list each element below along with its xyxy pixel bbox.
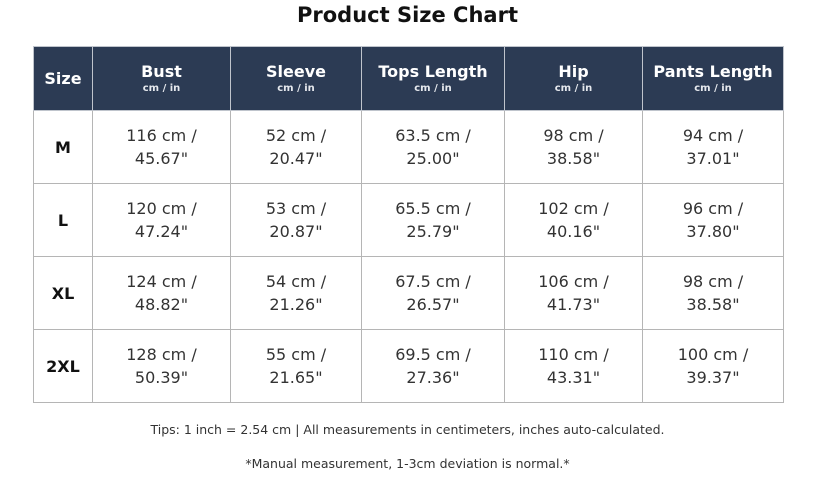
header-cell: Size (33, 46, 93, 111)
measure-cell: 94 cm / 37.01" (642, 110, 784, 184)
cm-value: 96 cm / (682, 199, 744, 218)
cm-value: 94 cm / (682, 126, 744, 145)
size-cell: M (33, 110, 93, 184)
table-body: M 116 cm / 45.67" 52 cm / 20.47" 63.5 cm / 25.… (33, 110, 784, 403)
inch-value: 39.37" (686, 368, 740, 387)
measure-cell: 120 cm / 47.24" (92, 183, 231, 257)
column-unit: cm / in (142, 82, 181, 94)
inch-value: 47.24" (134, 222, 189, 241)
cm-value: 124 cm / (126, 272, 197, 291)
column-unit: cm / in (554, 82, 593, 94)
note: *Manual measurement, 1-3cm deviation is … (245, 456, 570, 471)
measure-cell: 106 cm / 41.73" (504, 256, 643, 330)
cm-value: 98 cm / (543, 126, 604, 145)
header-cell: Hip cm / in (504, 46, 643, 111)
header-cell: Tops Length cm / in (361, 46, 505, 111)
measure-cell: 65.5 cm / 25.79" (361, 183, 505, 257)
size-cell: 2XL (33, 329, 93, 403)
measure-cell: 52 cm / 20.47" (230, 110, 362, 184)
inch-value: 27.36" (406, 368, 460, 387)
column-name: Size (44, 68, 82, 88)
inch-value: 48.82" (134, 295, 189, 314)
inch-value: 20.47" (269, 149, 323, 168)
title: Product Size Chart (297, 3, 518, 27)
column-name: Tops Length (378, 61, 488, 81)
size-cell: L (33, 183, 93, 257)
size-cell: XL (33, 256, 93, 330)
cm-value: 98 cm / (682, 272, 744, 291)
measure-cell: 98 cm / 38.58" (504, 110, 643, 184)
cm-value: 65.5 cm / (395, 199, 471, 218)
measure-cell: 116 cm / 45.67" (92, 110, 231, 184)
inch-value: 21.65" (269, 368, 323, 387)
inch-value: 41.73" (546, 295, 601, 314)
column-unit: cm / in (694, 82, 732, 94)
cm-value: 69.5 cm / (395, 345, 471, 364)
measure-cell: 63.5 cm / 25.00" (361, 110, 505, 184)
measure-cell: 128 cm / 50.39" (92, 329, 231, 403)
cm-value: 63.5 cm / (395, 126, 471, 145)
inch-value: 37.80" (686, 222, 740, 241)
measure-cell: 96 cm / 37.80" (642, 183, 784, 257)
cm-value: 120 cm / (126, 199, 197, 218)
measure-cell: 100 cm / 39.37" (642, 329, 784, 403)
inch-value: 43.31" (546, 368, 601, 387)
cm-value: 52 cm / (265, 126, 327, 145)
inch-value: 50.39" (134, 368, 189, 387)
table-row: M 116 cm / 45.67" 52 cm / 20.47" 63.5 cm / 25.… (33, 110, 784, 184)
cm-value: 100 cm / (677, 345, 749, 364)
column-unit: cm / in (277, 82, 315, 94)
column-name: Sleeve (266, 61, 326, 81)
header-cell: Pants Length cm / in (642, 46, 784, 111)
inch-value: 38.58" (546, 149, 601, 168)
header-row: Size Bust cm / in Sleeve cm / in Tops Length c… (33, 46, 784, 111)
cm-value: 110 cm / (538, 345, 609, 364)
measure-cell: 67.5 cm / 26.57" (361, 256, 505, 330)
cm-value: 128 cm / (126, 345, 197, 364)
inch-value: 40.16" (546, 222, 601, 241)
measure-cell: 102 cm / 40.16" (504, 183, 643, 257)
cm-value: 55 cm / (265, 345, 327, 364)
table-header: Size Bust cm / in Sleeve cm / in Tops Length c… (33, 46, 784, 111)
inch-value: 25.00" (406, 149, 460, 168)
inch-value: 38.58" (686, 295, 740, 314)
cm-value: 54 cm / (265, 272, 327, 291)
cm-value: 106 cm / (538, 272, 609, 291)
inch-value: 45.67" (134, 149, 189, 168)
cm-value: 102 cm / (538, 199, 609, 218)
inch-value: 37.01" (686, 149, 740, 168)
tips: Tips: 1 inch = 2.54 cm | All measurement… (150, 422, 665, 437)
header-cell: Sleeve cm / in (230, 46, 362, 111)
inch-value: 21.26" (269, 295, 323, 314)
size-table: Size Bust cm / in Sleeve cm / in Tops Length c… (33, 46, 784, 403)
inch-value: 20.87" (269, 222, 323, 241)
measure-cell: 55 cm / 21.65" (230, 329, 362, 403)
cm-value: 116 cm / (126, 126, 197, 145)
column-unit: cm / in (414, 82, 452, 94)
table-row: L 120 cm / 47.24" 53 cm / 20.87" 65.5 cm / 25.… (33, 183, 784, 257)
measure-cell: 124 cm / 48.82" (92, 256, 231, 330)
cm-value: 67.5 cm / (395, 272, 471, 291)
header-cell: Bust cm / in (92, 46, 231, 111)
column-name: Pants Length (653, 61, 773, 81)
table-row: XL 124 cm / 48.82" 54 cm / 21.26" 67.5 cm / 26… (33, 256, 784, 330)
cm-value: 53 cm / (265, 199, 327, 218)
measure-cell: 54 cm / 21.26" (230, 256, 362, 330)
column-name: Hip (558, 61, 589, 81)
table-row: 2XL 128 cm / 50.39" 55 cm / 21.65" 69.5 cm / 2… (33, 329, 784, 403)
inch-value: 25.79" (406, 222, 460, 241)
column-name: Bust (141, 61, 182, 81)
inch-value: 26.57" (406, 295, 460, 314)
measure-cell: 53 cm / 20.87" (230, 183, 362, 257)
measure-cell: 98 cm / 38.58" (642, 256, 784, 330)
measure-cell: 69.5 cm / 27.36" (361, 329, 505, 403)
measure-cell: 110 cm / 43.31" (504, 329, 643, 403)
